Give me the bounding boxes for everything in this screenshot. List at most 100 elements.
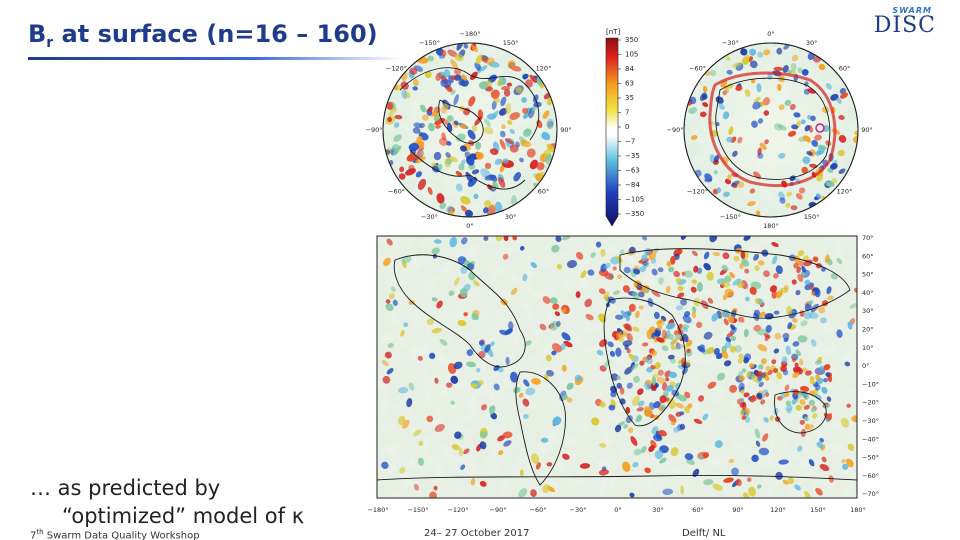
anomaly-blob bbox=[699, 92, 707, 102]
anomaly-blob bbox=[485, 57, 496, 66]
anomaly-blob bbox=[382, 375, 391, 384]
anomaly-blob bbox=[538, 171, 544, 179]
anomaly-blob bbox=[816, 150, 824, 156]
caption-line-1: … as predicted by bbox=[30, 476, 221, 500]
anomaly-blob bbox=[668, 371, 678, 379]
anomaly-blob bbox=[633, 375, 640, 383]
anomaly-blob bbox=[522, 398, 530, 407]
anomaly-blob bbox=[691, 306, 697, 313]
anomaly-blob bbox=[690, 286, 697, 293]
anomaly-blob bbox=[802, 367, 808, 373]
anomaly-blob bbox=[739, 408, 745, 417]
footer-location: Delft/ NL bbox=[682, 528, 726, 539]
anomaly-blob bbox=[785, 202, 791, 208]
anomaly-blob bbox=[412, 86, 418, 91]
anomaly-blob bbox=[387, 343, 394, 348]
anomaly-blob bbox=[836, 257, 843, 265]
anomaly-blob bbox=[747, 201, 756, 207]
anomaly-blob bbox=[726, 136, 733, 143]
anomaly-blob bbox=[631, 363, 639, 370]
anomaly-blob bbox=[707, 381, 717, 389]
anomaly-blob bbox=[823, 377, 828, 383]
anomaly-blob bbox=[814, 360, 823, 365]
anomaly-blob bbox=[684, 311, 691, 317]
anomaly-blob bbox=[699, 111, 707, 118]
anomaly-blob bbox=[836, 97, 842, 104]
anomaly-blob bbox=[562, 453, 570, 460]
anomaly-blob bbox=[464, 151, 471, 159]
anomaly-blob bbox=[471, 44, 479, 53]
colorbar-tick-label: −84 bbox=[625, 181, 640, 189]
anomaly-blob bbox=[673, 270, 681, 278]
anomaly-blob bbox=[505, 103, 512, 115]
anomaly-blob bbox=[623, 423, 629, 429]
anomaly-blob bbox=[546, 462, 553, 467]
anomaly-blob bbox=[462, 283, 471, 292]
anomaly-blob bbox=[808, 312, 819, 319]
anomaly-blob bbox=[782, 479, 789, 485]
anomaly-blob bbox=[638, 305, 644, 310]
colorbar: [nT] 350 105 84 63 35 7 0 −7 −35 −63 −84 −105 −350 bbox=[605, 28, 644, 227]
anomaly-blob bbox=[657, 369, 664, 376]
anomaly-blob bbox=[421, 114, 429, 121]
anomaly-blob bbox=[757, 328, 767, 336]
anomaly-blob bbox=[612, 266, 617, 271]
latitude-label: 50° bbox=[862, 271, 874, 279]
anomaly-blob bbox=[702, 413, 709, 421]
anomaly-blob bbox=[522, 128, 532, 137]
anomaly-blob bbox=[530, 261, 537, 269]
anomaly-blob bbox=[475, 367, 481, 373]
anomaly-blob bbox=[778, 104, 785, 111]
anomaly-blob bbox=[474, 62, 482, 71]
anomaly-blob bbox=[769, 285, 778, 293]
anomaly-blob bbox=[675, 402, 684, 409]
anomaly-blob bbox=[743, 392, 750, 398]
anomaly-blob bbox=[598, 469, 609, 476]
anomaly-blob bbox=[397, 415, 406, 425]
anomaly-blob bbox=[552, 416, 562, 426]
anomaly-blob bbox=[465, 209, 473, 217]
polar-graticule-label: −30° bbox=[421, 213, 438, 221]
anomaly-blob bbox=[465, 171, 473, 183]
anomaly-blob bbox=[427, 55, 434, 62]
anomaly-blob bbox=[839, 92, 849, 99]
anomaly-blob bbox=[596, 349, 604, 356]
anomaly-blob bbox=[757, 260, 765, 266]
anomaly-blob bbox=[522, 273, 528, 282]
anomaly-blob bbox=[630, 436, 638, 446]
anomaly-blob bbox=[436, 300, 443, 309]
anomaly-blob bbox=[810, 339, 817, 347]
anomaly-blob bbox=[821, 267, 826, 272]
anomaly-blob bbox=[584, 298, 593, 308]
anomaly-blob bbox=[702, 102, 709, 108]
anomaly-blob bbox=[758, 364, 764, 370]
south-polar-map: −30° 0° 30° −60° 60° −90° 90° −120° 120° −150° 150… bbox=[667, 30, 873, 230]
anomaly-blob bbox=[799, 399, 806, 406]
anomaly-blob bbox=[418, 440, 424, 446]
anomaly-blob bbox=[541, 131, 549, 140]
anomaly-blob bbox=[741, 258, 750, 267]
anomaly-blob bbox=[483, 236, 489, 241]
anomaly-blob bbox=[519, 245, 525, 251]
anomaly-blob bbox=[682, 314, 692, 324]
anomaly-blob bbox=[737, 136, 743, 144]
anomaly-blob bbox=[413, 122, 422, 128]
anomaly-blob bbox=[817, 306, 826, 314]
anomaly-blob bbox=[643, 406, 652, 412]
anomaly-blob bbox=[687, 403, 693, 409]
anomaly-blob bbox=[435, 124, 442, 129]
longitude-label: 0° bbox=[614, 506, 621, 514]
anomaly-blob bbox=[556, 320, 561, 327]
anomaly-blob bbox=[753, 312, 760, 321]
anomaly-blob bbox=[753, 96, 761, 104]
anomaly-blob bbox=[689, 96, 697, 105]
anomaly-blob bbox=[524, 340, 532, 346]
anomaly-blob bbox=[696, 321, 703, 329]
anomaly-blob bbox=[525, 387, 536, 396]
anomaly-blob bbox=[815, 487, 823, 496]
anomaly-blob bbox=[624, 323, 632, 331]
longitude-label: 150° bbox=[810, 506, 826, 514]
anomaly-blob bbox=[616, 375, 621, 380]
anomaly-blob bbox=[650, 365, 656, 370]
anomaly-blob bbox=[713, 347, 720, 355]
